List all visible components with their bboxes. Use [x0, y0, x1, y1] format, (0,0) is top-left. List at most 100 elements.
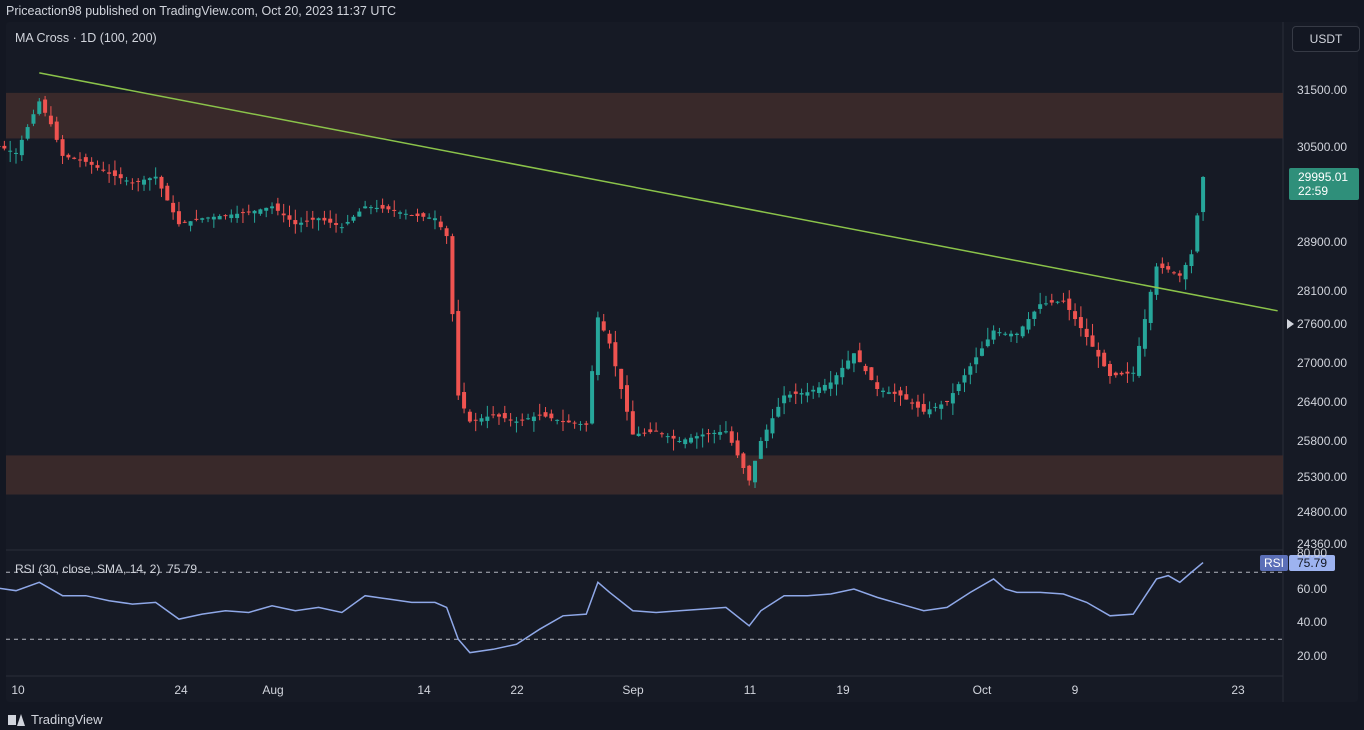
candle-body: [1078, 317, 1083, 329]
candle-body: [985, 339, 990, 347]
candle-body: [817, 387, 822, 393]
candle-body: [8, 150, 13, 152]
candle-body: [875, 382, 880, 389]
time-tick-label: 10: [11, 683, 25, 697]
candle-body: [654, 430, 659, 432]
candle-body: [310, 217, 315, 220]
candle-body: [904, 394, 909, 400]
candle-body: [619, 368, 624, 389]
candle-body: [915, 401, 920, 408]
candle-body: [136, 180, 141, 182]
candle-body: [607, 333, 612, 344]
price-tick-label: 26400.00: [1297, 395, 1348, 409]
candle-body: [840, 367, 845, 378]
candle-body: [1067, 298, 1072, 310]
candle-body: [595, 317, 600, 376]
trendline: [39, 72, 1278, 312]
candle-body: [351, 216, 356, 221]
candle-body: [54, 121, 59, 140]
candle-body: [828, 382, 833, 389]
candle-body: [450, 236, 455, 315]
candle-body: [1201, 176, 1206, 213]
candle-body: [31, 114, 36, 124]
candle-body: [25, 127, 30, 139]
candle-body: [491, 414, 496, 416]
candle-body: [421, 213, 426, 217]
rsi-title: RSI (30, close, SMA, 14, 2): [15, 562, 161, 576]
candle-body: [1131, 372, 1136, 374]
candle-body: [427, 217, 432, 219]
candle-body: [211, 216, 216, 220]
candle-body: [572, 422, 577, 424]
candle-body: [1137, 345, 1142, 376]
candle-body: [1177, 273, 1182, 276]
candle-body: [1102, 352, 1107, 367]
candle-body: [444, 228, 449, 237]
candle-body: [217, 216, 222, 220]
price-tick-label: 24360.00: [1297, 537, 1348, 551]
candle-body: [473, 419, 478, 421]
price-tick-label: 24800.00: [1297, 505, 1348, 519]
candle-body: [747, 465, 752, 481]
candle-body: [718, 432, 723, 435]
candle-body: [881, 390, 886, 392]
candle-body: [235, 213, 240, 219]
candle-body: [566, 420, 571, 423]
candle-body: [1171, 272, 1176, 274]
candle-body: [124, 180, 129, 182]
candle-body: [188, 221, 193, 226]
candle-body: [456, 311, 461, 396]
candle-body: [694, 436, 699, 439]
candle-body: [357, 211, 362, 217]
last-price: 29995.01: [1298, 170, 1349, 184]
candle-body: [1160, 263, 1165, 269]
candle-body: [223, 215, 228, 217]
candle-body: [95, 165, 100, 168]
candle-body: [543, 412, 548, 417]
candle-body: [1154, 266, 1159, 295]
candle-body: [368, 207, 373, 209]
time-tick-label: Sep: [622, 683, 644, 697]
time-tick-label: 24: [174, 683, 188, 697]
candle-body: [60, 139, 65, 156]
candle-body: [735, 440, 740, 456]
candle-body: [374, 207, 379, 210]
rsi-current-value: 75.79: [167, 562, 198, 576]
candle-body: [753, 460, 758, 483]
candle-body: [526, 418, 531, 420]
candle-body: [508, 419, 513, 421]
candle-body: [1043, 303, 1048, 305]
candle-body: [107, 172, 112, 174]
candle-body: [945, 400, 950, 402]
candle-body: [316, 218, 321, 221]
currency-button[interactable]: USDT: [1292, 26, 1360, 52]
candle-body: [683, 439, 688, 445]
rsi-line: [0, 561, 1204, 654]
candle-body: [339, 227, 344, 229]
candle-body: [677, 441, 682, 442]
candle-body: [1026, 319, 1031, 330]
candle-body: [432, 218, 437, 221]
candle-body: [834, 375, 839, 385]
candle-body: [659, 433, 664, 435]
candle-body: [287, 215, 292, 220]
candle-body: [159, 176, 164, 189]
candle-body: [642, 432, 647, 434]
candle-body: [182, 221, 187, 223]
candle-body: [229, 214, 234, 219]
time-tick-label: 23: [1231, 683, 1245, 697]
candle-body: [66, 154, 71, 158]
time-tick-label: 19: [836, 683, 850, 697]
candle-body: [729, 431, 734, 443]
candle-body: [1195, 215, 1200, 252]
publish-info: Priceaction98 published on TradingView.c…: [6, 4, 397, 18]
candle-body: [496, 414, 501, 417]
price-tick-label: 27600.00: [1297, 317, 1348, 331]
candle-body: [1166, 266, 1171, 270]
candle-body: [758, 441, 763, 459]
candle-body: [1049, 300, 1054, 303]
bottom-bar: [0, 706, 1364, 730]
top-bar: Priceaction98 published on TradingView.c…: [0, 0, 1364, 22]
candle-body: [1084, 328, 1089, 337]
